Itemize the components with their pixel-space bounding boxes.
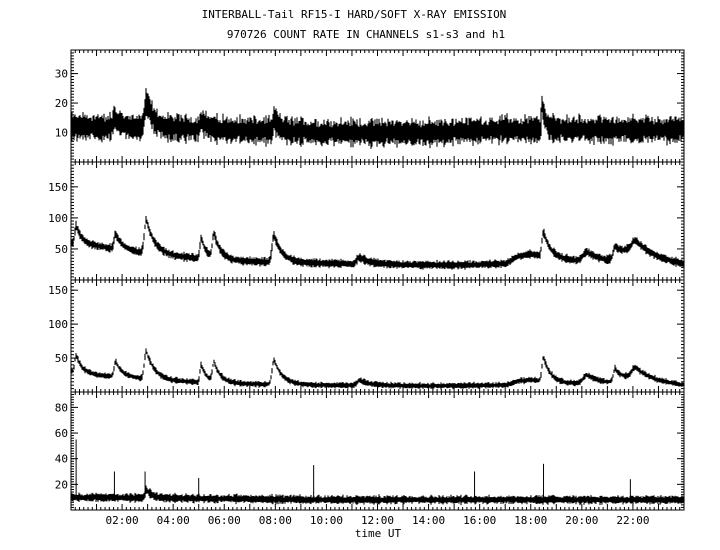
s1-y-tick-label: 30 — [55, 68, 68, 81]
s3-y-tick-label: 100 — [48, 318, 68, 331]
x-tick-label: 20:00 — [565, 514, 598, 527]
h1-y-tick-label: 20 — [55, 478, 68, 491]
x-axis-label: time UT — [355, 527, 402, 540]
x-tick-label: 08:00 — [259, 514, 292, 527]
x-tick-label: 22:00 — [616, 514, 649, 527]
s3-y-tick-label: 150 — [48, 284, 68, 297]
x-tick-label: 16:00 — [463, 514, 496, 527]
panel-s3: 50 100 150 — [48, 279, 685, 393]
s2-trace — [70, 216, 685, 270]
chart-title: INTERBALL-Tail RF15-I HARD/SOFT X-RAY EM… — [202, 8, 507, 21]
s1-y-tick-label: 10 — [55, 127, 68, 140]
x-tick-label: 14:00 — [412, 514, 445, 527]
h1-y-tick-label: 40 — [55, 453, 68, 466]
x-tick-label: 10:00 — [310, 514, 343, 527]
x-tick-labels: 02:00 04:00 06:00 08:00 10:00 12:00 14:00 16:00… — [106, 514, 650, 527]
x-tick-label: 06:00 — [208, 514, 241, 527]
panels-group: 10 20 30 50 100 150 50 100 150 20 40 60 80 02:00 04:00… — [48, 49, 685, 527]
s2-y-tick-label: 100 — [48, 212, 68, 225]
h1-trace — [70, 485, 685, 506]
s3-trace — [70, 348, 685, 390]
x-tick-label: 02:00 — [106, 514, 139, 527]
h1-y-tick-label: 60 — [55, 427, 68, 440]
x-tick-label: 04:00 — [157, 514, 190, 527]
s2-y-tick-label: 150 — [48, 181, 68, 194]
chart-subtitle: 970726 COUNT RATE IN CHANNELS s1-s3 and … — [227, 28, 505, 41]
panel-h1: 20 40 60 80 — [55, 391, 685, 511]
s1-trace — [70, 88, 685, 149]
h1-y-tick-label: 80 — [55, 401, 68, 414]
panel-s2: 50 100 150 — [48, 161, 685, 281]
h1-frame — [70, 391, 685, 511]
s1-y-tick-label: 20 — [55, 97, 68, 110]
x-tick-label: 12:00 — [361, 514, 394, 527]
x-tick-label: 18:00 — [514, 514, 547, 527]
panel-s1: 10 20 30 — [55, 49, 685, 163]
s2-y-tick-label: 50 — [55, 243, 68, 256]
s3-y-tick-label: 50 — [55, 352, 68, 365]
